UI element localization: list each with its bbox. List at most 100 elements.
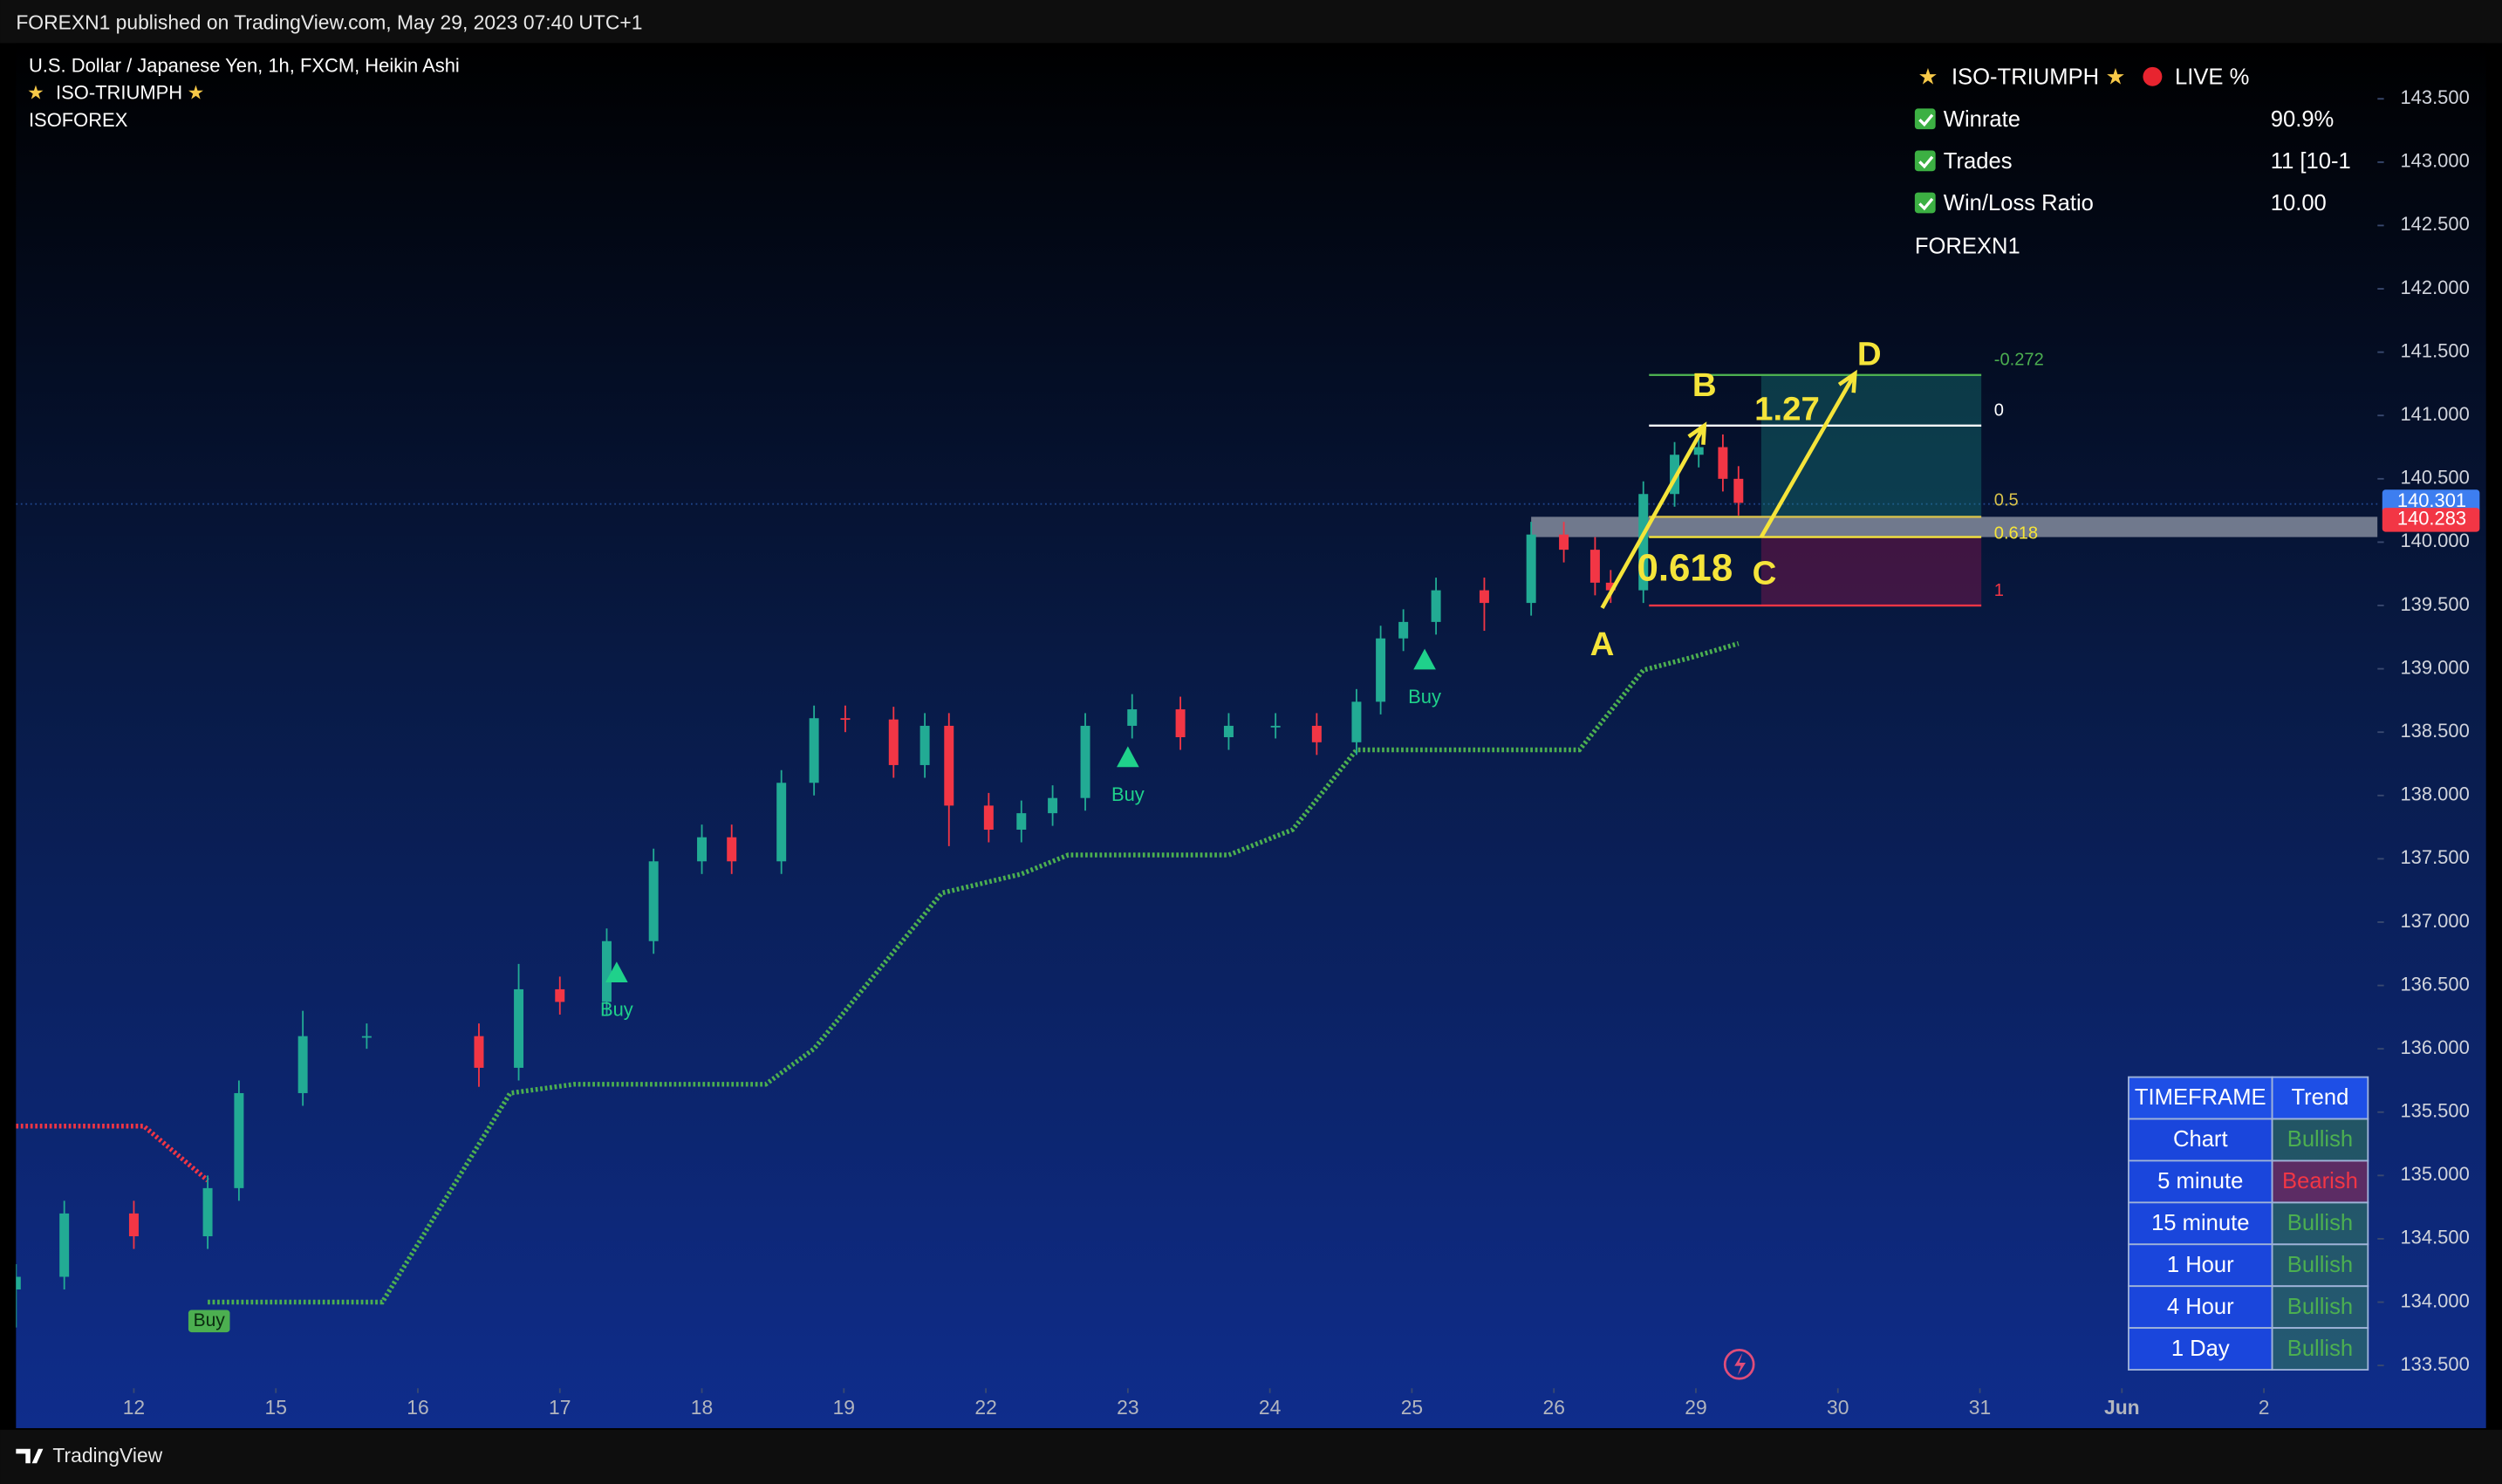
trend-cell — [2271, 1243, 2369, 1288]
trend-text: Bullish — [2287, 1127, 2353, 1152]
fib-level-label: 0 — [1994, 401, 2004, 421]
trend-table: TIMEFRAME Trend Chart Bullish 5 minute Bearis… — [2128, 1076, 2369, 1371]
metric-name: Winrate — [1944, 107, 2020, 132]
target-zone — [1760, 374, 1982, 517]
fib-band — [1531, 516, 2378, 537]
bottom-bar — [0, 1429, 2502, 1484]
x-tick-label: 19 — [833, 1396, 855, 1419]
x-tick-label: 16 — [407, 1396, 428, 1419]
fib-level-label: 1 — [1994, 581, 2004, 600]
candle-body — [1733, 478, 1744, 503]
footer-brand: TradingView — [52, 1444, 162, 1467]
signal-label: Buy — [194, 1310, 226, 1330]
signal-triangle — [1117, 746, 1139, 768]
candle-body — [234, 1092, 244, 1188]
check-icon — [1914, 150, 1936, 172]
timeframe-cell — [2128, 1327, 2273, 1371]
check-icon — [1914, 192, 1936, 214]
table-title: ISO-TRIUMPH — [1952, 65, 2099, 89]
candle-body — [727, 837, 737, 862]
header-text: TIMEFRAME — [2135, 1085, 2266, 1110]
check-icon — [1914, 108, 1936, 130]
y-tick-label: 141.500 — [2400, 339, 2469, 361]
indicator-name: ISO-TRIUMPH — [56, 82, 182, 104]
abcd-point-label: C — [1753, 555, 1777, 592]
trend-text: Bullish — [2287, 1211, 2353, 1235]
x-tick-label: Jun — [2104, 1396, 2140, 1419]
ratio-label: 0.618 — [1637, 547, 1733, 590]
y-tick-label: 136.000 — [2400, 1036, 2469, 1058]
y-tick-label: 137.500 — [2400, 846, 2469, 868]
candle-body — [1479, 590, 1489, 604]
y-tick-label: 140.500 — [2400, 467, 2469, 489]
timeframe-text: Chart — [2173, 1127, 2228, 1152]
metric-name: Win/Loss Ratio — [1944, 191, 2094, 215]
timeframe-text: 1 Hour — [2167, 1253, 2234, 1277]
y-tick-label: 136.500 — [2400, 973, 2469, 995]
abcd-point-label: D — [1857, 335, 1882, 373]
metric-name: Trades — [1944, 149, 2013, 174]
check-mark — [1918, 155, 1934, 169]
timeframe-cell — [2128, 1118, 2273, 1162]
y-tick-label: 138.000 — [2400, 783, 2469, 805]
star-icon: ★ — [2105, 65, 2125, 89]
chart-background — [16, 43, 2486, 1428]
y-tick-label: 142.500 — [2400, 213, 2469, 235]
x-tick-label: 24 — [1259, 1396, 1282, 1419]
abcd-point-label: B — [1692, 366, 1717, 404]
candle-body — [16, 1276, 21, 1290]
signal-triangle — [1413, 648, 1436, 670]
candle-body — [1351, 701, 1362, 742]
x-tick-label: 29 — [1685, 1396, 1706, 1419]
star-icon: ★ — [27, 82, 44, 104]
y-tick-label: 135.500 — [2400, 1100, 2469, 1122]
candle-body — [1080, 725, 1090, 798]
candle-body — [1693, 447, 1704, 455]
candle-body — [1638, 494, 1649, 591]
price-tag — [2382, 508, 2480, 532]
signal-label: Buy — [1111, 783, 1145, 805]
header-cell — [2128, 1076, 2273, 1120]
candle-body — [944, 725, 954, 806]
x-tick-label: 23 — [1117, 1396, 1138, 1419]
y-tick-label: 139.500 — [2400, 593, 2469, 615]
trend-text: Bullish — [2287, 1295, 2353, 1319]
candle-body — [1223, 725, 1234, 738]
signal-label: Buy — [600, 999, 633, 1021]
y-tick-label: 143.500 — [2400, 86, 2469, 108]
arrow-head — [1837, 369, 1857, 393]
metric-value: 90.9% — [2271, 107, 2335, 132]
candle-body — [1311, 725, 1322, 742]
candle-body — [514, 988, 524, 1068]
performance-rows: Winrate 90.9% Trades 11 [10-1 Win/Loss Ratio… — [1914, 107, 2351, 215]
x-tick-label: 22 — [974, 1396, 996, 1419]
metric-value: 10.00 — [2271, 191, 2327, 215]
y-tick-label: 143.000 — [2400, 150, 2469, 172]
y-tick-label: 133.500 — [2400, 1353, 2469, 1375]
performance-table: ★ ISO-TRIUMPH ★ LIVE % FOREXN1 — [1915, 65, 2249, 258]
candle-body — [888, 719, 899, 765]
candle-body — [648, 861, 659, 941]
chart-title: U.S. Dollar / Japanese Yen, 1h, FXCM, He… — [29, 55, 460, 77]
candle-body — [1605, 582, 1616, 591]
candle-body — [776, 783, 787, 862]
fib-level-label: 0.618 — [1994, 523, 2038, 543]
candle-body — [1376, 638, 1386, 702]
y-tick-label: 134.500 — [2400, 1227, 2469, 1248]
candle-body — [1589, 550, 1600, 583]
candle-body — [1270, 725, 1281, 728]
y-tick-label: 135.000 — [2400, 1163, 2469, 1185]
signal-triangle — [605, 961, 628, 983]
y-tick-label: 134.000 — [2400, 1289, 2469, 1311]
candle-body — [1016, 813, 1027, 830]
candle-body — [809, 718, 819, 783]
y-tick-label: 142.000 — [2400, 277, 2469, 298]
candle-body — [361, 1036, 372, 1038]
signal-label: Buy — [1408, 686, 1441, 708]
price-tag-label: 140.283 — [2397, 508, 2466, 530]
axes: 133.500 134.000 134.500 135.000 135.500 136.0… — [123, 86, 2480, 1419]
top-bar — [0, 0, 2502, 44]
